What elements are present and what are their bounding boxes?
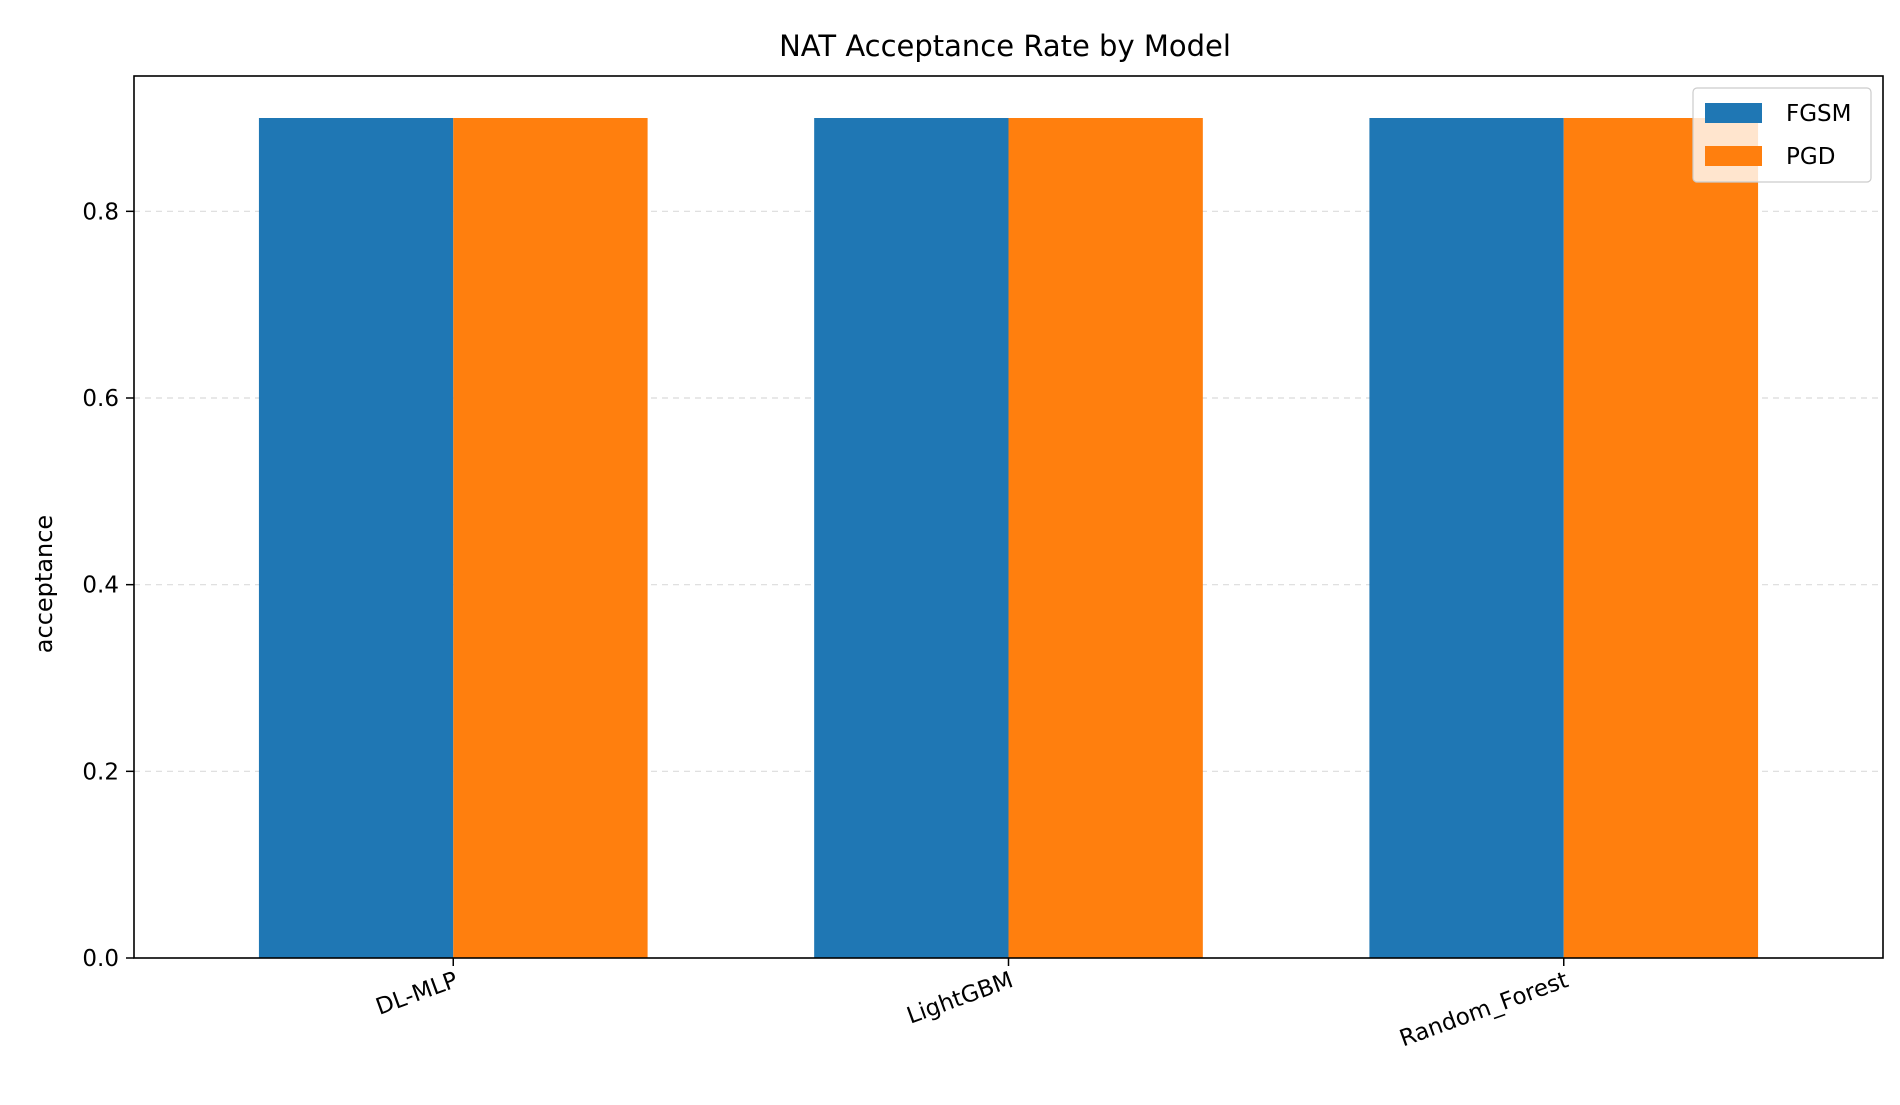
y-tick-label-4: 0.8 xyxy=(82,199,119,225)
x-tick-label-2: Random_Forest xyxy=(1396,967,1572,1052)
chart-title: NAT Acceptance Rate by Model xyxy=(779,29,1231,63)
bar-fgsm-1 xyxy=(814,118,1009,958)
y-tick-label-2: 0.4 xyxy=(82,573,119,599)
x-tick-label-0: DL-MLP xyxy=(373,967,462,1021)
legend: FGSM PGD xyxy=(1692,87,1872,183)
bar-pgd-2 xyxy=(1563,118,1759,958)
bar-pgd-0 xyxy=(453,118,648,958)
y-axis-label: acceptance xyxy=(30,515,58,653)
y-tick-label-3: 0.6 xyxy=(82,386,119,412)
y-tick-label-1: 0.2 xyxy=(82,759,119,785)
legend-swatch-fgsm xyxy=(1705,103,1762,123)
y-tick-label-0: 0.0 xyxy=(82,946,119,972)
legend-label-fgsm: FGSM xyxy=(1786,101,1852,127)
bar-fgsm-0 xyxy=(258,118,454,958)
x-tick-label-1: LightGBM xyxy=(903,967,1016,1029)
legend-swatch-pgd xyxy=(1705,146,1762,166)
bar-pgd-1 xyxy=(1008,118,1203,958)
bars xyxy=(258,118,1759,958)
legend-label-pgd: PGD xyxy=(1786,144,1835,170)
bar-fgsm-2 xyxy=(1369,118,1564,958)
